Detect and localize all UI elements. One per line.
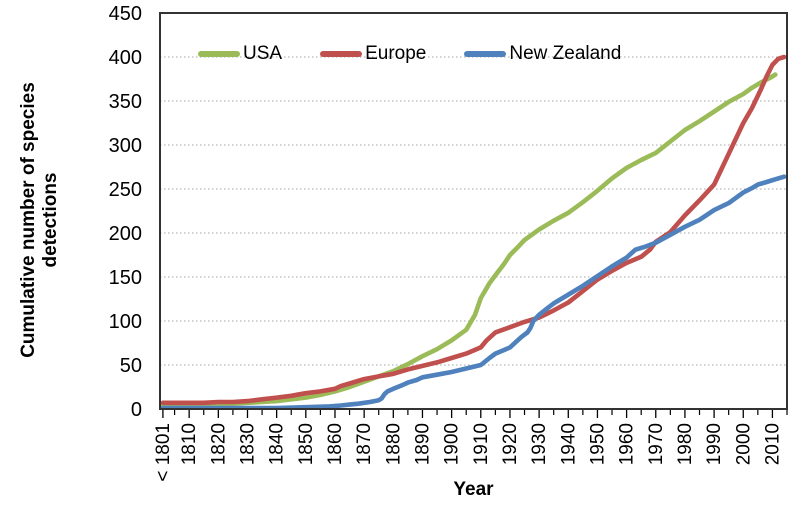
y-tick-label: 300	[109, 135, 142, 157]
y-axis-title: Cumulative number of species detections	[18, 82, 61, 358]
legend-item-europe: Europe	[320, 43, 426, 65]
legend-label: New Zealand	[509, 43, 622, 64]
y-tick-label: 250	[109, 179, 142, 201]
y-tick-label: 400	[109, 47, 142, 69]
x-tick-label: 1900	[442, 423, 463, 465]
x-tick-label: 1930	[529, 423, 550, 465]
y-tick-label: 0	[131, 399, 142, 421]
x-tick-label: 2000	[733, 423, 754, 465]
legend-marker-icon	[320, 50, 363, 58]
x-tick-label: 1920	[500, 423, 521, 465]
x-tick-label: 1890	[412, 423, 433, 465]
y-tick-label: 150	[109, 267, 142, 289]
legend-item-new-zealand: New Zealand	[464, 43, 621, 65]
legend-marker-icon	[198, 50, 240, 58]
x-tick-label: 1830	[237, 423, 258, 465]
x-tick-label: 1850	[296, 423, 317, 465]
x-tick-label: 1880	[383, 423, 404, 465]
series-line-europe	[160, 54, 787, 406]
x-tick-label: 1870	[354, 423, 375, 465]
x-tick-label: 1970	[646, 423, 667, 465]
x-tick-label: 1860	[325, 423, 346, 465]
y-tick-label: 100	[109, 311, 142, 333]
legend-item-usa: USA	[198, 43, 282, 65]
y-tick-label: 350	[109, 91, 142, 113]
plot-border	[159, 12, 788, 410]
legend-marker-icon	[464, 50, 507, 58]
legend-label: Europe	[365, 43, 427, 64]
series-line-new-zealand	[160, 174, 787, 409]
x-tick-label: 1980	[675, 423, 696, 465]
x-axis-title: Year	[453, 479, 494, 500]
y-tick-label: 450	[109, 3, 142, 25]
legend-label: USA	[243, 43, 283, 64]
x-tick-label: 1940	[558, 423, 579, 465]
x-tick-label: 1960	[617, 423, 638, 465]
x-tick-label: 1910	[471, 423, 492, 465]
x-tick-label: 2010	[762, 423, 783, 465]
legend: USA Europe New Zealand	[198, 43, 621, 65]
series-line-usa	[160, 72, 778, 408]
y-tick-label: 200	[109, 223, 142, 245]
x-tick-label: < 1801	[153, 423, 174, 482]
x-tick-label: 1820	[208, 423, 229, 465]
x-tick-label: 1810	[179, 423, 200, 465]
y-tick-label: 50	[120, 355, 142, 377]
x-tick-label: 1950	[587, 423, 608, 465]
x-tick-label: 1840	[267, 423, 288, 465]
x-tick-label: 1990	[704, 423, 725, 465]
